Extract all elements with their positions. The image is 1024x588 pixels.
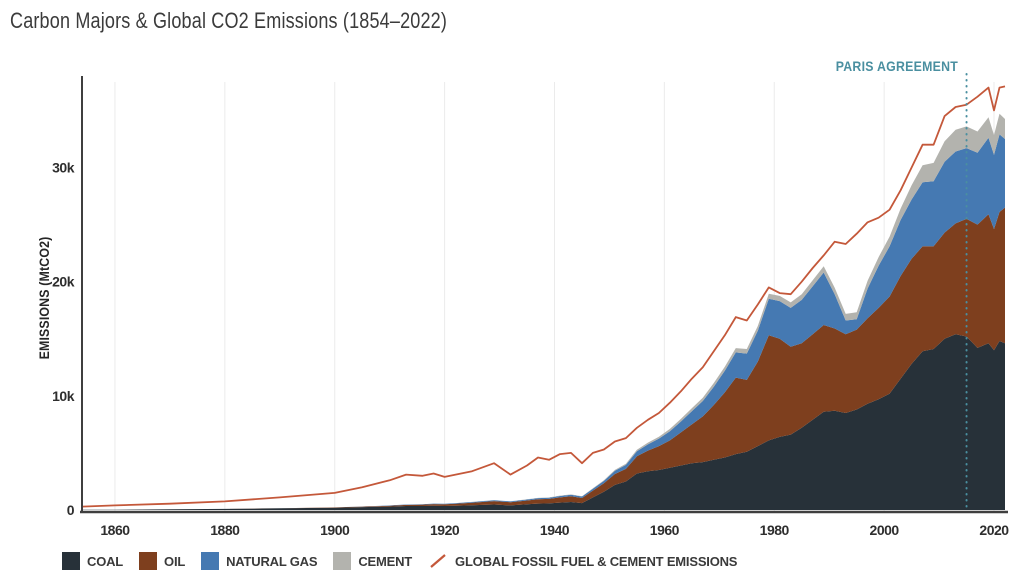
legend-line-glyph (430, 554, 446, 568)
y-axis-title: EMISSIONS (MtCO2) (36, 236, 52, 360)
x-tick-label: 1880 (210, 522, 240, 538)
x-tick-label: 1960 (650, 522, 680, 538)
area-oil (82, 207, 1005, 510)
legend-swatch (201, 552, 220, 570)
x-tick-label: 1980 (760, 522, 790, 538)
paris-agreement-label: PARIS AGREEMENT (836, 58, 959, 74)
legend-item: OIL (139, 552, 185, 570)
y-tick-label: 30k (52, 160, 75, 176)
chart-title: Carbon Majors & Global CO2 Emissions (18… (10, 8, 448, 33)
legend-label: CEMENT (358, 553, 413, 569)
legend-item: GLOBAL FOSSIL FUEL & CEMENT EMISSIONS (428, 553, 737, 569)
y-tick-label: 20k (52, 274, 75, 290)
x-tick-label: 1920 (430, 522, 460, 538)
legend-swatch (139, 552, 158, 570)
area-coal (82, 334, 1005, 510)
x-tick-label: 1940 (540, 522, 570, 538)
legend-label: GLOBAL FOSSIL FUEL & CEMENT EMISSIONS (455, 553, 738, 569)
global-emissions-line (81, 85, 1006, 508)
legend-item: CEMENT (333, 552, 412, 570)
legend-label: NATURAL GAS (226, 553, 318, 569)
x-tick-label: 1860 (100, 522, 130, 538)
y-tick-label: 0 (67, 502, 75, 518)
legend-item: COAL (62, 552, 123, 570)
x-tick-label: 1900 (320, 522, 350, 538)
y-tick-label: 10k (52, 388, 75, 404)
legend-swatch (62, 552, 80, 570)
area-natural-gas (82, 134, 1005, 510)
x-tick-label: 2020 (979, 522, 1009, 538)
x-tick-label: 2000 (870, 522, 900, 538)
legend-label: COAL (87, 553, 124, 569)
legend: COAL OIL NATURAL GAS CEMENT GLOBAL FOSSIL FU… (62, 552, 737, 570)
legend-swatch (333, 552, 352, 570)
legend-label: OIL (164, 553, 186, 569)
legend-item: NATURAL GAS (201, 552, 318, 570)
